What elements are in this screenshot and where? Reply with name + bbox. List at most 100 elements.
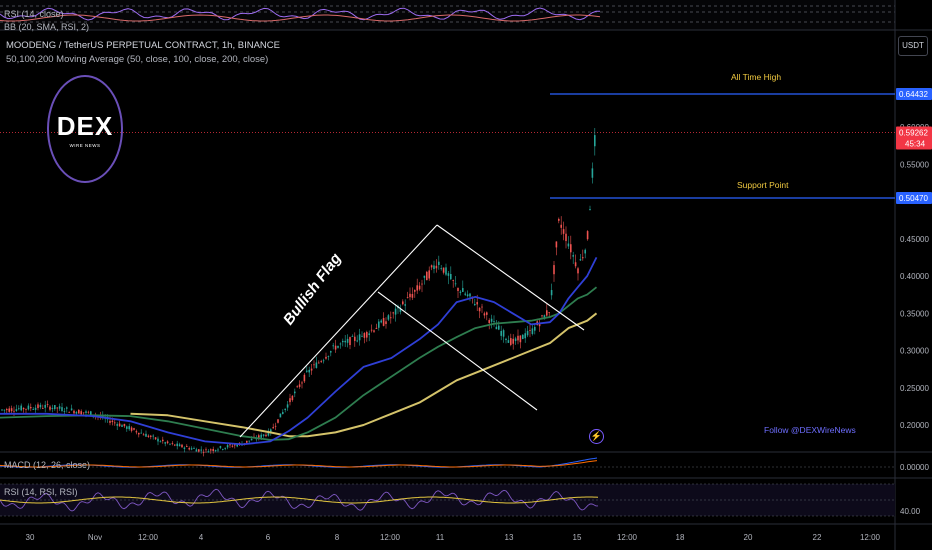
candle-body <box>358 334 361 341</box>
candle-body <box>286 404 289 408</box>
candle-body <box>306 370 308 372</box>
candle-body <box>54 405 56 410</box>
current-price-badge-bg <box>896 126 932 150</box>
candle-body <box>10 408 13 412</box>
candle-body <box>231 445 234 447</box>
candle-body <box>277 419 279 423</box>
candle-body <box>90 411 92 416</box>
candle-body <box>375 327 378 329</box>
candle-body <box>111 420 114 423</box>
candle-body <box>114 422 116 424</box>
time-tick-label: 12:00 <box>860 533 881 542</box>
candle-body <box>102 415 104 418</box>
time-tick-label: 4 <box>199 533 204 542</box>
candle-body <box>236 444 238 447</box>
candle-body <box>514 338 517 341</box>
candle-body <box>385 321 387 325</box>
candle-body <box>222 449 224 450</box>
candle-body <box>327 356 330 357</box>
candle-body <box>123 423 126 427</box>
candle-body <box>37 404 39 409</box>
candle-body <box>301 382 303 384</box>
candle-body <box>313 364 315 366</box>
price-tick-label: 0.45000 <box>900 235 929 244</box>
candle-body <box>318 362 320 364</box>
flash-icon[interactable]: ⚡ <box>589 429 604 444</box>
candle-body <box>56 407 58 409</box>
candle-body <box>49 406 51 410</box>
candle-body <box>550 290 553 296</box>
candle-body <box>217 449 219 451</box>
price-tick-label: 0.35000 <box>900 309 929 318</box>
macd-signal-line <box>0 460 598 468</box>
candle-body <box>378 321 380 328</box>
candle-body <box>562 229 565 234</box>
candle-body <box>138 432 140 435</box>
candle-body <box>126 426 128 429</box>
candle-body <box>579 259 582 261</box>
price-tick-label: 0.55000 <box>900 160 929 169</box>
candle-body <box>519 335 522 343</box>
candle-body <box>1 409 3 411</box>
candle-body <box>346 338 349 343</box>
candle-body <box>279 413 282 418</box>
flag-lower-line[interactable] <box>377 291 538 411</box>
flag-upper-line[interactable] <box>436 224 585 331</box>
time-tick-label: 15 <box>573 533 582 542</box>
candle-body <box>250 438 253 441</box>
candle-body <box>553 265 555 275</box>
candle-body <box>51 407 54 409</box>
candle-body <box>344 340 346 343</box>
candle-body <box>135 431 138 433</box>
candle-body <box>469 293 471 297</box>
candle-body <box>373 330 375 332</box>
candle-body <box>162 439 164 442</box>
candle-body <box>524 333 526 339</box>
ath-price-badge: 0.64432 <box>899 90 928 99</box>
candle-body <box>320 361 322 362</box>
candle-body <box>214 450 217 452</box>
logo-subtext: WIRE NEWS <box>69 142 101 148</box>
candle-body <box>382 318 385 326</box>
time-tick-label: 30 <box>26 533 35 542</box>
candle-body <box>445 267 447 275</box>
candle-body <box>27 405 30 410</box>
candle-body <box>15 409 18 411</box>
candle-body <box>567 243 570 247</box>
candle-body <box>183 447 186 449</box>
candle-body <box>210 449 212 451</box>
candle-body <box>366 331 368 338</box>
candle-body <box>25 408 27 410</box>
candle-body <box>205 449 207 451</box>
candle-body <box>109 420 111 423</box>
candle-body <box>186 446 188 447</box>
candle-body <box>44 404 46 408</box>
candle-body <box>493 321 495 322</box>
candle-body <box>555 241 558 248</box>
candle-body <box>426 271 428 281</box>
rsi-tick-label: 40.00 <box>900 507 921 516</box>
candle-body <box>265 434 267 437</box>
candle-body <box>22 407 25 410</box>
candle-body <box>380 320 382 323</box>
candle-body <box>418 285 421 290</box>
candle-body <box>202 452 205 454</box>
candle-body <box>356 340 358 342</box>
support-price-badge-bg <box>896 191 932 204</box>
flag-pole-line[interactable] <box>239 224 438 438</box>
candle-body <box>68 411 70 413</box>
candle-body <box>464 293 466 295</box>
candle-body <box>200 449 202 451</box>
candle-body <box>282 412 284 414</box>
candle-body <box>289 398 291 403</box>
support-price-badge: 0.50470 <box>899 194 928 203</box>
candle-body <box>133 428 135 430</box>
candle-body <box>152 435 154 437</box>
candle-body <box>30 407 32 409</box>
candle-body <box>267 430 270 436</box>
currency-button[interactable]: USDT <box>898 36 928 56</box>
candle-body <box>169 443 171 445</box>
price-tick-label: 0.25000 <box>900 384 929 393</box>
candle-body <box>440 268 442 270</box>
